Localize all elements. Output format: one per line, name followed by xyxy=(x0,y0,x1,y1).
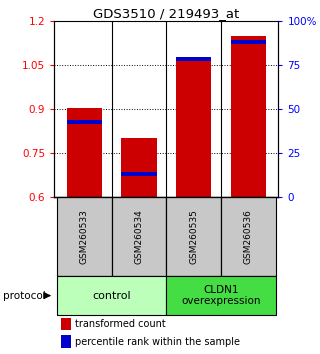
Bar xyxy=(121,138,157,197)
Bar xyxy=(57,197,112,276)
Text: protocol: protocol xyxy=(4,291,46,301)
Bar xyxy=(67,108,102,197)
Bar xyxy=(176,57,212,61)
Bar xyxy=(166,276,276,315)
Bar xyxy=(166,197,221,276)
Bar xyxy=(221,197,276,276)
Bar xyxy=(176,61,212,197)
Text: control: control xyxy=(92,291,131,301)
Bar xyxy=(231,40,266,44)
Bar xyxy=(231,36,266,197)
Bar xyxy=(57,276,166,315)
Bar xyxy=(121,172,157,176)
Title: GDS3510 / 219493_at: GDS3510 / 219493_at xyxy=(93,7,240,20)
Bar xyxy=(67,120,102,124)
Text: GSM260535: GSM260535 xyxy=(189,209,198,264)
Text: percentile rank within the sample: percentile rank within the sample xyxy=(75,337,240,347)
Bar xyxy=(112,197,166,276)
Text: transformed count: transformed count xyxy=(75,319,166,329)
Text: GSM260536: GSM260536 xyxy=(244,209,253,264)
Bar xyxy=(61,318,70,330)
Text: GSM260534: GSM260534 xyxy=(135,209,144,264)
Text: GSM260533: GSM260533 xyxy=(80,209,89,264)
Text: CLDN1
overexpression: CLDN1 overexpression xyxy=(181,285,261,307)
Bar xyxy=(61,335,70,348)
